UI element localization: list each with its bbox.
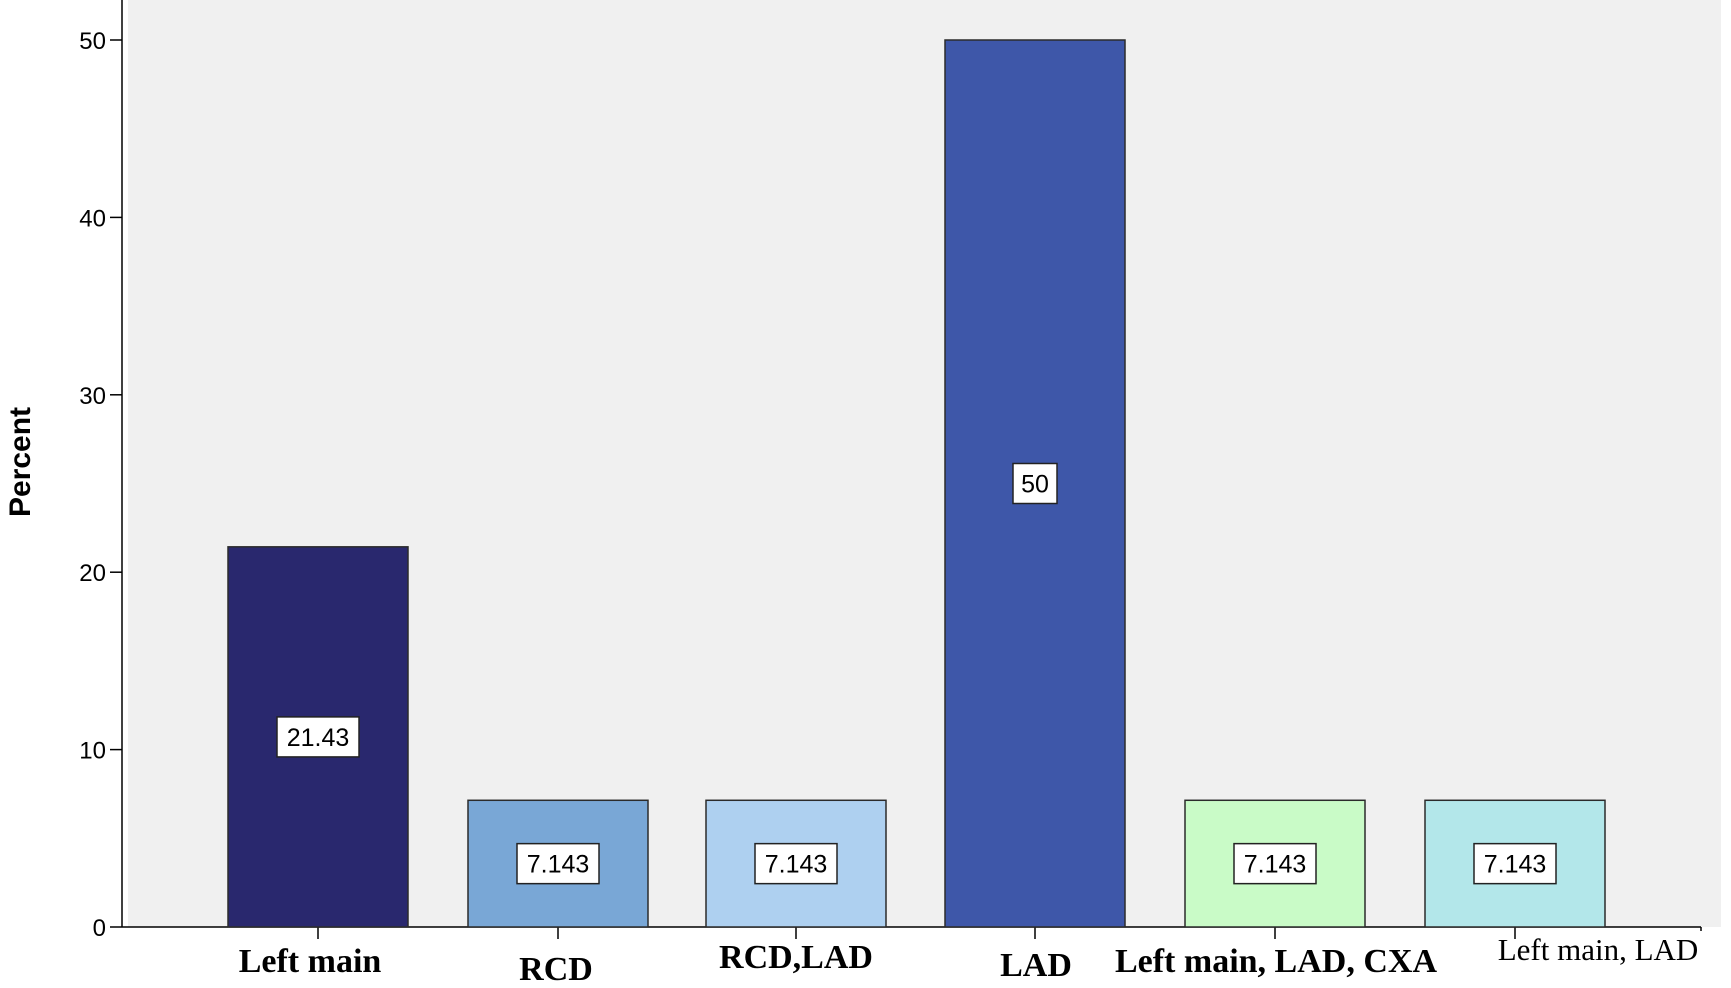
x-tick-label: RCD bbox=[519, 951, 593, 988]
x-tick-label: Left main bbox=[239, 943, 382, 980]
x-tick-label: Left main, LAD bbox=[1498, 932, 1699, 967]
y-tick-label: 0 bbox=[93, 915, 106, 942]
y-axis-label: Percent bbox=[4, 407, 37, 517]
data-label-box bbox=[1233, 842, 1317, 885]
x-tick-label: Left main, LAD, CXA bbox=[1115, 943, 1437, 980]
y-axis: 0 10 20 30 40 50 bbox=[79, 0, 123, 942]
data-label-text: 50 bbox=[1021, 471, 1049, 499]
data-label: 50 bbox=[1012, 462, 1058, 505]
data-label: 7.143 bbox=[1473, 842, 1557, 885]
data-label-text: 7.143 bbox=[527, 851, 590, 879]
data-label-box bbox=[516, 842, 600, 885]
data-label-text: 7.143 bbox=[1484, 851, 1547, 879]
data-label: 7.143 bbox=[754, 842, 838, 885]
y-tick-label: 20 bbox=[79, 560, 106, 587]
data-label-box bbox=[754, 842, 838, 885]
x-axis: Left main RCD RCD,LAD LAD Left main, LAD, CX… bbox=[122, 926, 1702, 988]
data-labels: 21.43 7.143 7.143 50 7.143 7.143 bbox=[276, 462, 1557, 885]
y-tick-label: 10 bbox=[79, 738, 106, 765]
data-label: 7.143 bbox=[1233, 842, 1317, 885]
data-label-text: 7.143 bbox=[1244, 851, 1307, 879]
data-label-text: 7.143 bbox=[765, 851, 828, 879]
data-label-text: 21.43 bbox=[287, 724, 350, 752]
data-label: 21.43 bbox=[276, 716, 360, 758]
data-label-box bbox=[276, 716, 360, 758]
x-tick-label: RCD,LAD bbox=[719, 939, 873, 976]
y-tick-label: 40 bbox=[79, 205, 106, 232]
data-label: 7.143 bbox=[516, 842, 600, 885]
data-label-box bbox=[1473, 842, 1557, 885]
data-label-box bbox=[1012, 462, 1058, 505]
x-tick-label: LAD bbox=[1000, 947, 1072, 984]
y-tick-label: 50 bbox=[79, 28, 106, 55]
y-tick-label: 30 bbox=[79, 383, 106, 410]
